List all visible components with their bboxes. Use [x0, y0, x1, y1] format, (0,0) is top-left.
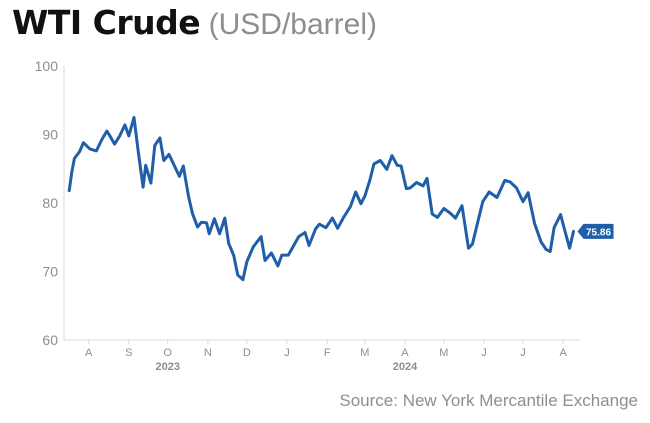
- year-label: 2024: [393, 361, 418, 373]
- y-tick-label: 90: [42, 127, 58, 143]
- x-tick-label: J: [520, 347, 526, 359]
- chart-subtitle: (USD/barrel): [208, 8, 377, 41]
- y-tick-label: 70: [42, 264, 58, 280]
- y-tick-label: 60: [42, 332, 58, 348]
- x-tick-label: A: [559, 347, 567, 359]
- x-tick-label: S: [125, 347, 132, 359]
- x-tick-label: J: [481, 347, 487, 359]
- x-tick-label: A: [401, 347, 409, 359]
- price-series-line: [67, 115, 575, 282]
- x-tick-label: M: [439, 347, 448, 359]
- x-tick-label: N: [204, 347, 212, 359]
- chart-title-row: WTI Crude (USD/barrel): [12, 6, 377, 40]
- y-tick-label: 80: [42, 195, 58, 211]
- last-value-tag: [577, 223, 614, 239]
- x-tick-label: J: [284, 347, 290, 359]
- source-note: Source: New York Mercantile Exchange: [339, 391, 638, 410]
- x-tick-label: D: [243, 347, 251, 359]
- chart-title: WTI Crude: [12, 3, 201, 42]
- x-tick-label: A: [85, 347, 93, 359]
- y-tick-label: 100: [35, 58, 59, 74]
- x-tick-label: M: [360, 347, 369, 359]
- x-tick-label: O: [163, 347, 172, 359]
- x-tick-label: F: [324, 347, 331, 359]
- year-label: 2023: [155, 361, 179, 373]
- last-value-label: 75.86: [586, 227, 611, 238]
